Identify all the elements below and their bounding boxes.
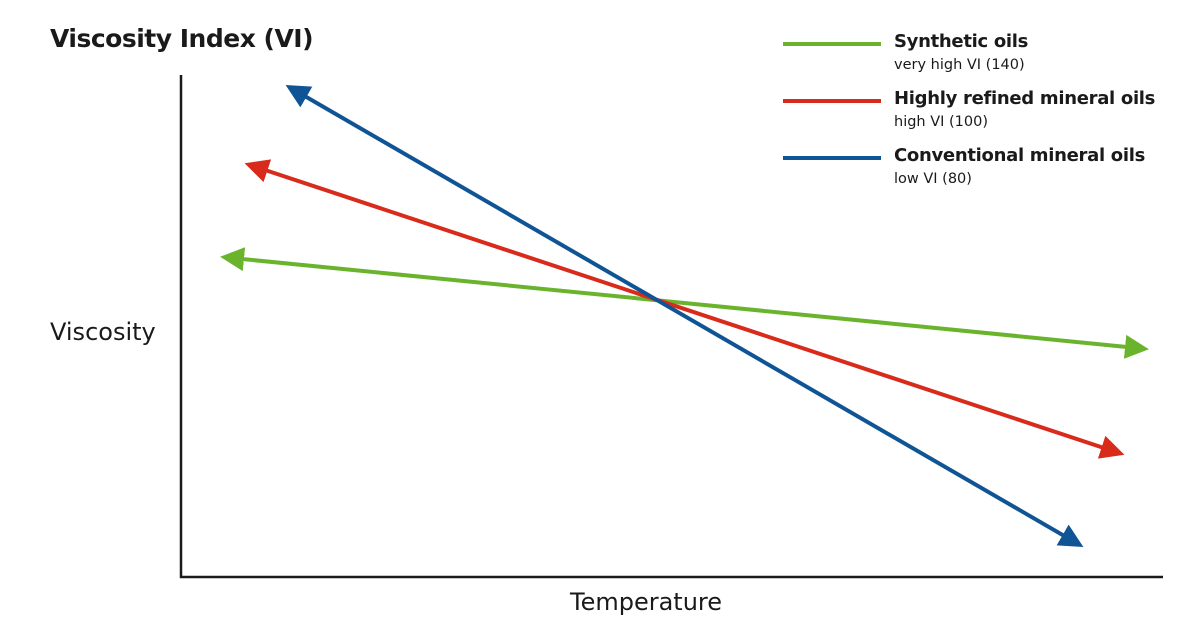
x-axis-label: Temperature	[570, 588, 723, 616]
legend-detail: high VI (100)	[894, 114, 989, 130]
legend-swatch	[783, 156, 881, 160]
conventional-mineral-oils-line	[285, 84, 1084, 548]
synthetic-oils-line	[220, 247, 1149, 359]
diagram-title: Viscosity Index (VI)	[50, 24, 314, 53]
legend-name: Synthetic oils	[894, 31, 1029, 52]
axes	[179, 75, 1163, 579]
highly-refined-mineral-oils-line	[244, 159, 1125, 459]
y-axis-label: Viscosity	[50, 318, 156, 346]
legend-detail: low VI (80)	[894, 171, 972, 187]
legend-detail: very high VI (140)	[894, 57, 1025, 73]
legend-name: Conventional mineral oils	[894, 145, 1146, 166]
legend-swatch	[783, 42, 881, 46]
legend-name: Highly refined mineral oils	[894, 88, 1156, 109]
legend-swatch	[783, 99, 881, 103]
